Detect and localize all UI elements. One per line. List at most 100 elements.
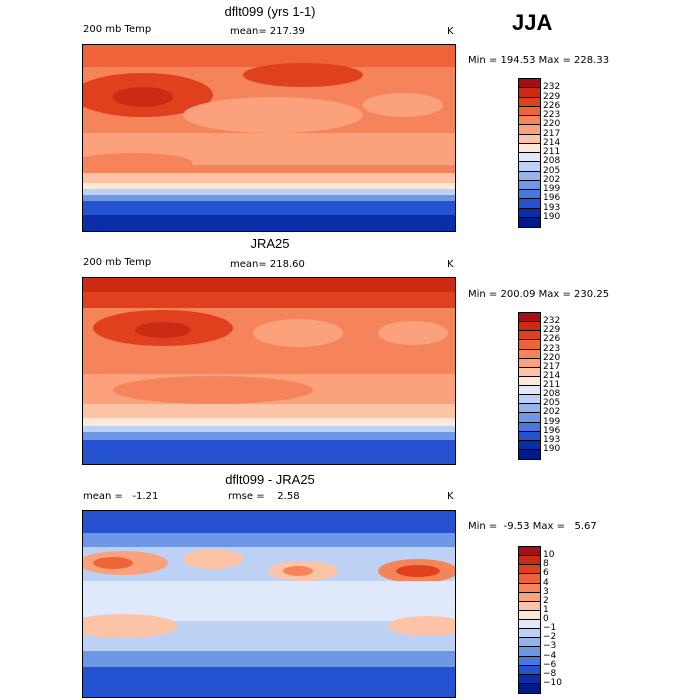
panel-3-antarctic-band (83, 667, 455, 697)
panel-3-band-cool (83, 651, 455, 667)
colorbar-segment (519, 162, 540, 172)
colorbar-tick-label: 205 (543, 398, 561, 409)
panel-1-band-190 (83, 215, 455, 231)
colorbar-segment (519, 171, 540, 181)
colorbar-tick-label: −3 (543, 641, 557, 652)
colorbar-tick-label: 4 (543, 577, 549, 588)
panel-2-atlantic-cool (378, 321, 448, 345)
colorbar-tick-label: −8 (543, 668, 557, 679)
colorbar-segment (519, 313, 540, 323)
panel-3-units: K (447, 491, 454, 502)
colorbar-tick-label: 226 (543, 334, 561, 345)
panel-3-colorbar (518, 546, 541, 694)
colorbar-segment (519, 367, 540, 377)
colorbar-tick-label: 190 (543, 443, 561, 454)
colorbar-tick-label: 193 (543, 434, 561, 445)
colorbar-tick-label: 190 (543, 211, 561, 222)
colorbar-tick-label: 196 (543, 425, 561, 436)
colorbar-segment (519, 440, 540, 450)
colorbar-tick-label: 6 (543, 568, 549, 579)
panel-3-rmse-label: rmse = 2.58 (228, 491, 300, 502)
colorbar-tick-label: −4 (543, 650, 557, 661)
colorbar-segment (519, 431, 540, 441)
colorbar-tick-label: 214 (543, 137, 561, 148)
panel-3-minmax: Min = -9.53 Max = 5.67 (468, 521, 597, 532)
colorbar-tick-label: 199 (543, 416, 561, 427)
panel-1-pacific-warm (243, 63, 363, 87)
panel-3-arctic-band (83, 511, 455, 533)
panel-1-band-193 (83, 201, 455, 215)
colorbar-tick-label: 223 (543, 343, 561, 354)
panel-1-band-199 (83, 195, 455, 201)
colorbar-tick-label: −2 (543, 632, 557, 643)
panel-1-pacific-cool (183, 97, 363, 133)
colorbar-segment (519, 153, 540, 163)
colorbar-segment (519, 583, 540, 593)
panel-3-warm-west-core (93, 557, 133, 569)
colorbar-tick-label: 202 (543, 407, 561, 418)
panel-3-tropics-band (83, 581, 455, 621)
colorbar-segment (519, 349, 540, 359)
colorbar-segment (519, 358, 540, 368)
colorbar-tick-label: 220 (543, 119, 561, 130)
colorbar-segment (519, 97, 540, 107)
colorbar-segment (519, 565, 540, 575)
panel-2-band-199 (83, 432, 455, 440)
colorbar-segment (519, 665, 540, 675)
colorbar-segment (519, 79, 540, 89)
panel-2-units: K (447, 259, 454, 270)
colorbar-tick-label: 199 (543, 184, 561, 194)
colorbar-tick-label: 232 (543, 82, 561, 93)
panel-3-high-lat-band (83, 533, 455, 547)
colorbar-segment (519, 574, 540, 584)
colorbar-segment (519, 340, 540, 350)
colorbar-tick-label: 217 (543, 128, 561, 139)
panel-2-variable-label: 200 mb Temp (83, 257, 152, 268)
colorbar-tick-label: 3 (543, 586, 549, 597)
colorbar-segment (519, 376, 540, 386)
colorbar-segment (519, 386, 540, 396)
colorbar-segment (519, 180, 540, 190)
colorbar-tick-label: 193 (543, 202, 561, 213)
colorbar-segment (519, 647, 540, 657)
panel-1-band-205 (83, 189, 455, 195)
panel-3-warm-south-east (388, 616, 455, 636)
panel-1-band-211 (83, 183, 455, 189)
panel-1-map (82, 44, 456, 232)
panel-1-title: dflt099 (yrs 1-1) (224, 4, 316, 19)
colorbar-segment (519, 208, 540, 218)
panel-2-band-214 (83, 404, 455, 418)
panel-2-asia-core (135, 322, 191, 338)
colorbar-segment (519, 322, 540, 332)
colorbar-segment (519, 199, 540, 209)
colorbar-segment (519, 395, 540, 405)
panel-3-warm-atlantic-core (396, 565, 440, 577)
colorbar-tick-label: 211 (543, 147, 561, 157)
colorbar-tick-label: 2 (543, 595, 549, 606)
colorbar-segment (519, 610, 540, 620)
colorbar-tick-label: 208 (543, 156, 561, 167)
colorbar-tick-label: 220 (543, 352, 561, 363)
colorbar-tick-label: 217 (543, 361, 561, 372)
colorbar-segment (519, 601, 540, 611)
panel-3-warm-asia (183, 549, 243, 569)
colorbar-segment (519, 638, 540, 648)
colorbar-tick-label: 208 (543, 389, 561, 400)
panel-2-map-svg (83, 278, 455, 464)
colorbar-segment (519, 190, 540, 200)
colorbar-tick-label: 226 (543, 100, 561, 111)
colorbar-tick-label: 211 (543, 380, 561, 390)
colorbar-segment (519, 683, 540, 693)
panel-1-units: K (447, 26, 454, 37)
colorbar-segment (519, 422, 540, 432)
colorbar-segment (519, 656, 540, 666)
colorbar-tick-label: −10 (543, 677, 562, 688)
panel-3-map (82, 510, 456, 698)
panel-2-high-lat-band (83, 292, 455, 308)
panel-2-band-205 (83, 426, 455, 432)
colorbar-segment (519, 106, 540, 116)
colorbar-tick-label: −1 (543, 623, 557, 634)
colorbar-segment (519, 547, 540, 557)
panel-1-indian-warm (83, 153, 193, 173)
panel-1-colorbar (518, 78, 541, 228)
